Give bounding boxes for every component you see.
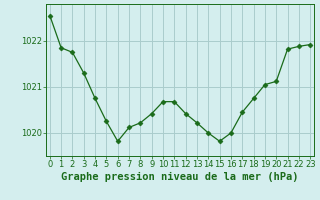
X-axis label: Graphe pression niveau de la mer (hPa): Graphe pression niveau de la mer (hPa) — [61, 172, 299, 182]
